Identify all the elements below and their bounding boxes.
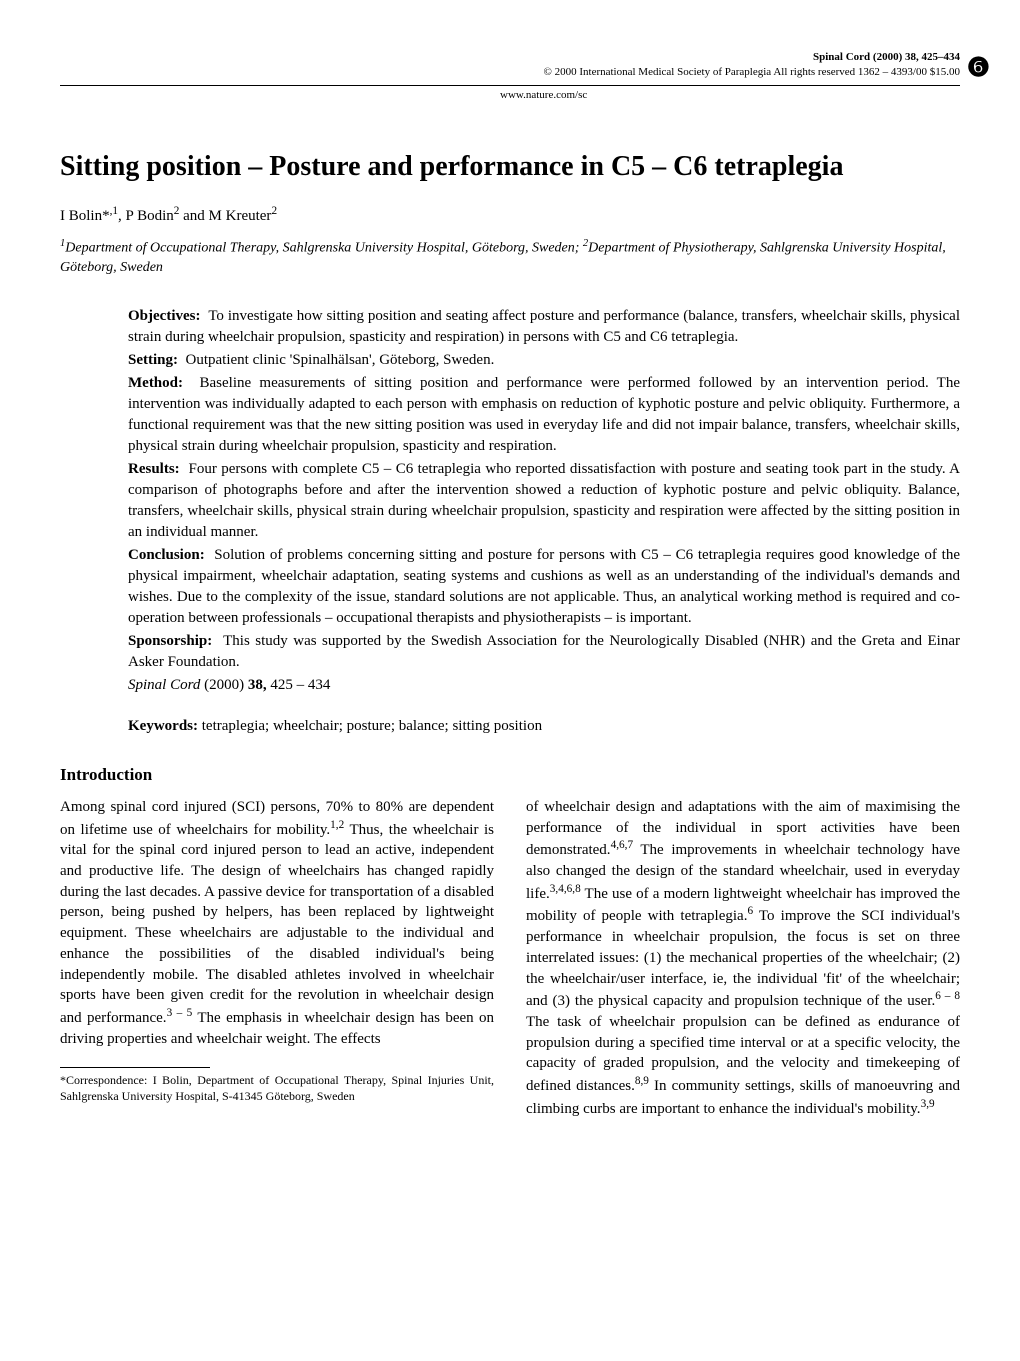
abstract-journal-ref: Spinal Cord (2000) 38, 425 – 434 [128, 675, 960, 696]
copyright-line: © 2000 International Medical Society of … [60, 65, 960, 80]
text-conclusion: Solution of problems concerning sitting … [128, 547, 960, 626]
abstract-objectives: Objectives: To investigate how sitting p… [128, 306, 960, 348]
abstract-method: Method: Baseline measurements of sitting… [128, 373, 960, 457]
text-objectives: To investigate how sitting position and … [128, 308, 960, 345]
intro-col1: Among spinal cord injured (SCI) persons,… [60, 797, 494, 1105]
text-setting: Outpatient clinic 'Spinalhälsan', Götebo… [186, 352, 495, 368]
text-sponsorship: This study was supported by the Swedish … [128, 633, 960, 670]
article-title: Sitting position – Posture and performan… [60, 151, 960, 183]
header-rule [60, 85, 960, 86]
label-method: Method: [128, 375, 183, 391]
abstract-sponsorship: Sponsorship: This study was supported by… [128, 631, 960, 673]
text-results: Four persons with complete C5 – C6 tetra… [128, 461, 960, 540]
publisher-logo-icon: ❻ [967, 50, 990, 86]
body-columns: Among spinal cord injured (SCI) persons,… [60, 797, 960, 1119]
journal-url: www.nature.com/sc [500, 88, 960, 103]
label-objectives: Objectives: [128, 308, 200, 324]
label-sponsorship: Sponsorship: [128, 633, 212, 649]
abstract-results: Results: Four persons with complete C5 –… [128, 459, 960, 543]
text-method: Baseline measurements of sitting positio… [128, 375, 960, 454]
label-keywords: Keywords: [128, 718, 198, 734]
keywords-text: tetraplegia; wheelchair; posture; balanc… [202, 718, 542, 734]
section-heading-introduction: Introduction [60, 765, 960, 785]
footnote-rule [60, 1067, 210, 1068]
label-setting: Setting: [128, 352, 178, 368]
abstract-block: Objectives: To investigate how sitting p… [128, 306, 960, 696]
page: ❻ Spinal Cord (2000) 38, 425–434 © 2000 … [0, 0, 1020, 1159]
intro-paragraph-1: Among spinal cord injured (SCI) persons,… [60, 797, 494, 1049]
intro-paragraph-2: of wheelchair design and adaptations wit… [526, 797, 960, 1119]
affiliations: 1Department of Occupational Therapy, Sah… [60, 237, 960, 278]
label-results: Results: [128, 461, 180, 477]
keywords-line: Keywords: tetraplegia; wheelchair; postu… [128, 718, 960, 735]
label-conclusion: Conclusion: [128, 547, 205, 563]
author-list: I Bolin*,1, P Bodin2 and M Kreuter2 [60, 205, 960, 225]
abstract-setting: Setting: Outpatient clinic 'Spinalhälsan… [128, 350, 960, 371]
abstract-conclusion: Conclusion: Solution of problems concern… [128, 545, 960, 629]
running-header: ❻ Spinal Cord (2000) 38, 425–434 © 2000 … [60, 50, 960, 103]
correspondence-footnote: *Correspondence: I Bolin, Department of … [60, 1072, 494, 1104]
journal-citation: Spinal Cord (2000) 38, 425–434 [813, 51, 960, 63]
